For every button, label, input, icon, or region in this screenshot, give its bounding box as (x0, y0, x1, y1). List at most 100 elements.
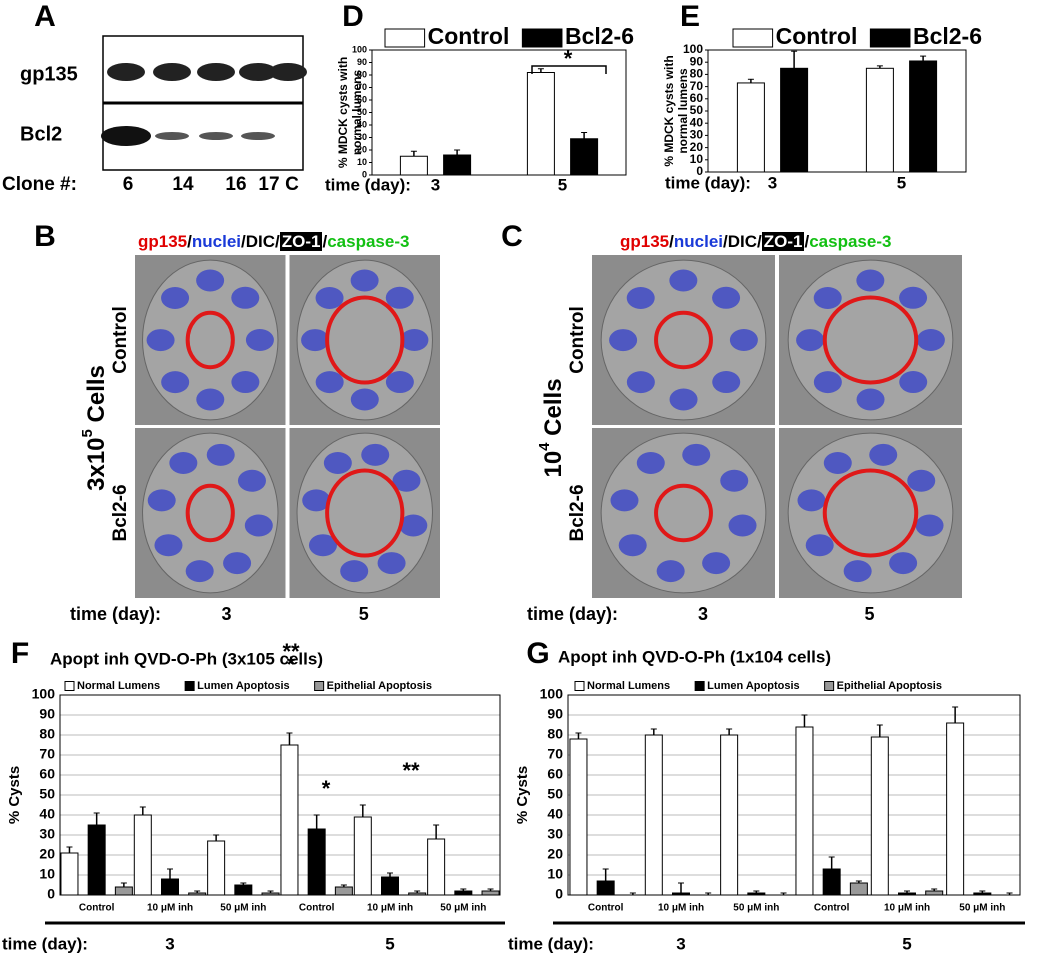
x-tick-label: Control (299, 903, 335, 914)
nucleus (161, 287, 190, 310)
band (107, 63, 145, 81)
bar (822, 868, 841, 896)
nucleus (399, 514, 428, 537)
nucleus (315, 371, 344, 394)
y-tick-label: 30 (357, 132, 367, 142)
bar (909, 60, 938, 173)
nucleus (231, 286, 260, 309)
bar (207, 840, 226, 896)
x-tick-label: 10 μM inh (147, 903, 193, 914)
row-label: Control (567, 306, 588, 374)
y-tick-label: 60 (547, 766, 563, 782)
bar (408, 892, 427, 896)
nucleus (609, 329, 638, 352)
lumen (185, 310, 235, 370)
x-tick-label: Control (79, 903, 115, 914)
stain-name: nuclei (191, 232, 241, 251)
x-tick-label: Control (814, 903, 850, 914)
y-tick-label: 80 (357, 69, 367, 79)
lumen (325, 468, 405, 558)
stain-name: gp135 (620, 232, 670, 251)
x-tick-label: 5 (558, 175, 567, 194)
legend-label: Epithelial Apoptosis (327, 680, 432, 692)
density-part: 3x10 (83, 437, 110, 490)
density-label: 104 Cells (536, 378, 567, 477)
lane-number: C (285, 174, 299, 195)
y-tick-label: 70 (690, 79, 704, 93)
y-tick-label: 100 (683, 42, 703, 56)
bar (454, 890, 473, 896)
nucleus (169, 451, 198, 474)
y-tick-label: 30 (547, 826, 563, 842)
nucleus (805, 534, 834, 557)
bar (133, 814, 152, 896)
panel-label: G (526, 637, 549, 670)
nucleus (915, 514, 944, 537)
bar (60, 852, 79, 896)
stain-name: /DIC/ (723, 232, 762, 251)
y-axis-label: normal lumens (350, 70, 364, 156)
plot-frame (567, 694, 1021, 896)
y-tick-label: 90 (357, 57, 367, 67)
bar (353, 816, 372, 896)
y-tick-label: 70 (39, 746, 55, 762)
stain-header: gp135/nuclei/DIC/ZO-1/caspase-3 (620, 232, 891, 252)
lumen (822, 468, 919, 558)
stain-name: ZO-1 (279, 232, 323, 251)
bar (736, 82, 765, 173)
bar (526, 72, 555, 176)
panel-label: A (34, 0, 56, 33)
nucleus (400, 329, 429, 351)
lane-number: 16 (225, 174, 246, 195)
x-group-label: 5 (385, 934, 394, 953)
y-axis-label: % MDCK cysts with (662, 55, 676, 166)
y-tick-label: 0 (696, 164, 703, 178)
legend-swatch (694, 681, 705, 691)
bar (114, 886, 133, 896)
y-tick-label: 80 (547, 726, 563, 742)
y-tick-label: 40 (547, 806, 563, 822)
panel-label: E (680, 0, 700, 33)
nucleus (350, 388, 379, 411)
density-label: 3x105 Cells (79, 365, 110, 491)
y-tick-label: 0 (555, 886, 563, 902)
nucleus (916, 329, 945, 351)
time-value: 3 (221, 604, 231, 624)
stain-name: gp135 (138, 232, 188, 251)
bar (925, 890, 944, 896)
y-tick-label: 10 (547, 866, 563, 882)
nucleus (856, 388, 885, 411)
x-tick-label: 50 μM inh (440, 903, 486, 914)
y-tick-label: 0 (362, 169, 367, 179)
lane-number: 14 (172, 174, 194, 195)
y-tick-label: 50 (690, 103, 704, 117)
band (153, 63, 191, 81)
bar (870, 736, 889, 896)
stain-header: gp135/nuclei/DIC/ZO-1/caspase-3 (138, 232, 409, 252)
nucleus (340, 560, 369, 583)
bar (865, 67, 894, 173)
lane-number: 6 (123, 174, 134, 195)
y-tick-label: 50 (39, 786, 55, 802)
legend-label: Normal Lumens (587, 680, 670, 692)
lane-number: 17 (258, 174, 279, 195)
y-tick-label: 50 (547, 786, 563, 802)
nucleus (302, 489, 331, 512)
lumen (822, 295, 919, 385)
bar (399, 155, 428, 176)
lumen (185, 483, 235, 543)
nucleus (161, 371, 190, 394)
bar (569, 738, 588, 896)
bar (87, 824, 106, 896)
nucleus (682, 443, 711, 466)
bar (261, 892, 280, 896)
nucleus (729, 329, 758, 351)
bar (780, 67, 809, 173)
y-tick-label: 100 (32, 686, 56, 702)
row-label: Bcl2-6 (110, 484, 131, 541)
band (269, 63, 307, 81)
y-tick-label: 70 (547, 746, 563, 762)
nucleus (377, 552, 406, 575)
legend-label: Bcl2-6 (913, 23, 982, 49)
